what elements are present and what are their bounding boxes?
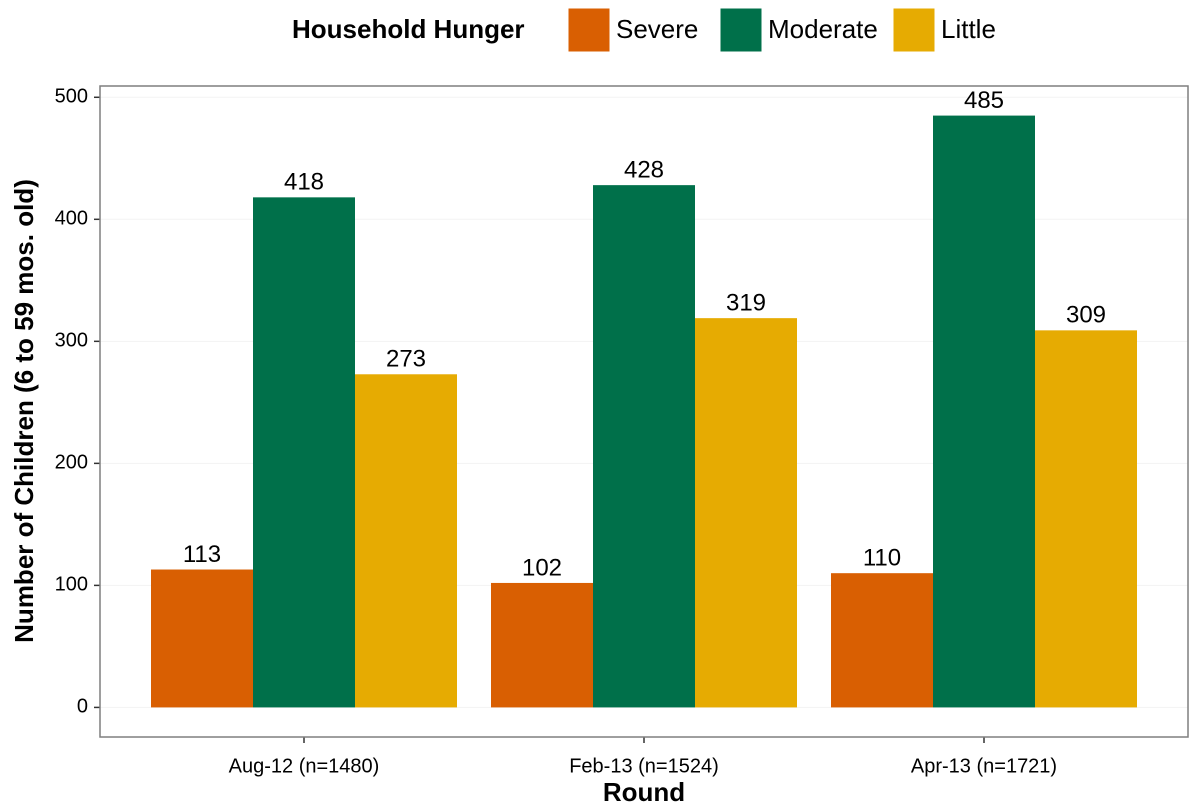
x-axis-title: Round: [603, 777, 685, 807]
legend-label: Severe: [616, 14, 698, 44]
bar: [933, 115, 1035, 708]
value-label: 113: [183, 541, 221, 568]
value-label: 309: [1066, 302, 1106, 329]
bar: [593, 185, 695, 708]
legend-swatch: [892, 7, 936, 53]
x-tick-label: Aug-12 (n=1480): [229, 755, 380, 777]
x-tick-label: Feb-13 (n=1524): [569, 755, 719, 777]
legend-label: Little: [941, 14, 996, 44]
bar: [831, 573, 933, 708]
legend-swatch: [567, 7, 611, 53]
x-tick-label: Apr-13 (n=1721): [911, 755, 1057, 777]
value-label: 110: [863, 545, 901, 572]
legend-title: Household Hunger: [292, 14, 525, 44]
bar: [1035, 330, 1137, 708]
plot-border: [99, 85, 1189, 738]
bar: [355, 374, 457, 708]
legend-label: Moderate: [768, 14, 878, 44]
y-tick-label: 0: [77, 696, 88, 718]
value-label: 418: [284, 169, 324, 196]
y-tick-label: 100: [55, 574, 88, 596]
y-tick-label: 400: [55, 208, 88, 230]
bar: [695, 318, 797, 708]
legend-swatch: [719, 7, 763, 53]
y-tick-label: 200: [55, 452, 88, 474]
value-label: 485: [964, 87, 1004, 114]
value-label: 428: [624, 156, 664, 183]
bar: [491, 582, 593, 708]
value-label: 273: [386, 346, 426, 373]
y-axis-title: Number of Children (6 to 59 mos. old): [9, 179, 39, 643]
bar: [151, 569, 253, 708]
bar: [253, 197, 355, 708]
y-tick-label: 500: [55, 86, 88, 108]
value-label: 102: [522, 554, 562, 581]
y-tick-label: 300: [55, 330, 88, 352]
value-label: 319: [726, 289, 766, 316]
